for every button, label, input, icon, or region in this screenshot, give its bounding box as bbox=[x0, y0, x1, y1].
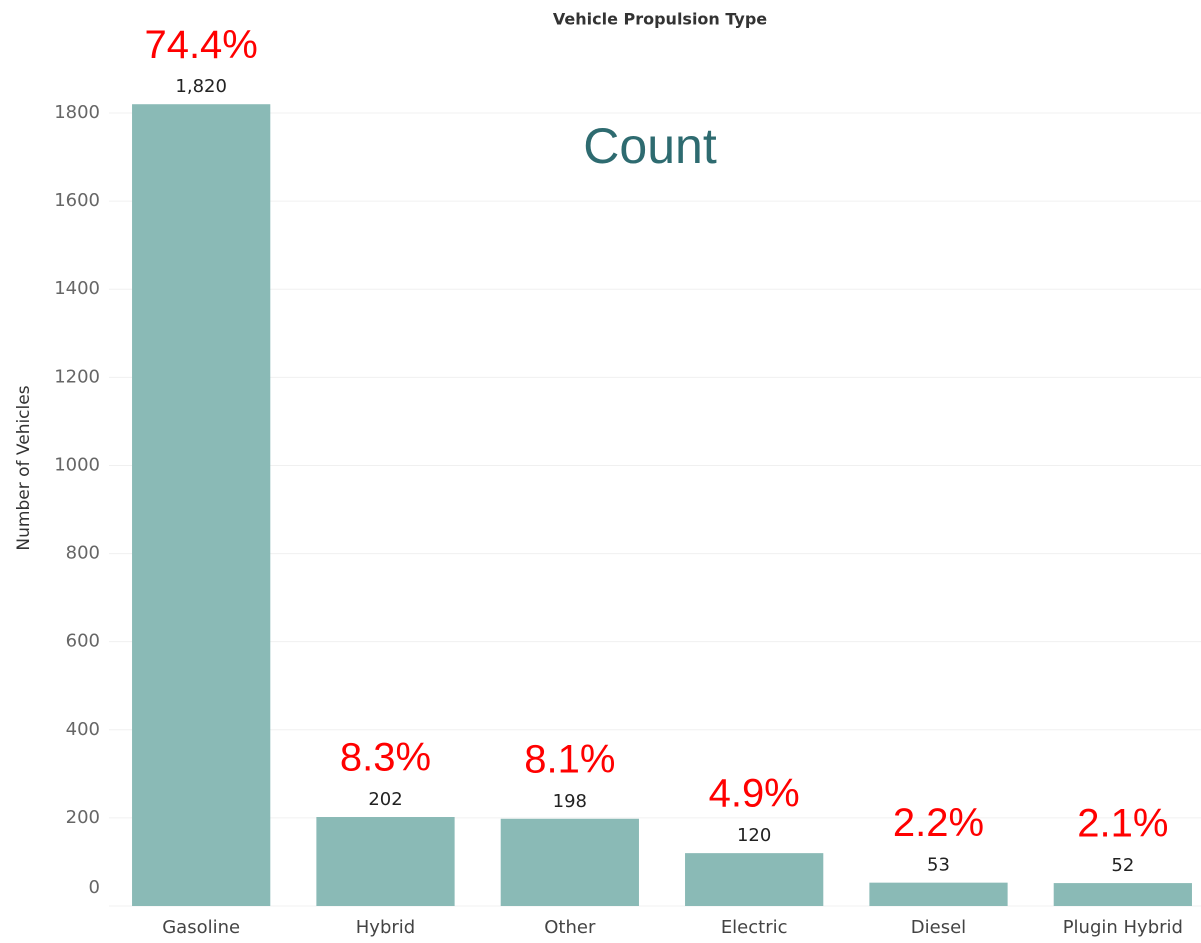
x-tick-label: Electric bbox=[721, 917, 788, 938]
chart-subtitle: Count bbox=[583, 118, 717, 174]
value-label: 52 bbox=[1111, 855, 1134, 876]
y-tick-label: 600 bbox=[66, 631, 100, 652]
percent-annotation: 8.3% bbox=[340, 736, 431, 780]
y-tick-label: 1800 bbox=[54, 102, 100, 123]
value-label: 120 bbox=[737, 825, 771, 846]
y-tick-label: 1400 bbox=[54, 278, 100, 299]
y-tick-label: 200 bbox=[66, 807, 100, 828]
y-axis-label: Number of Vehicles bbox=[14, 385, 34, 550]
y-tick-label: 0 bbox=[89, 877, 100, 898]
percent-annotation: 74.4% bbox=[144, 23, 257, 67]
percent-annotation: 2.1% bbox=[1077, 802, 1168, 846]
bar bbox=[316, 817, 455, 906]
y-tick-label: 800 bbox=[66, 543, 100, 564]
value-label: 202 bbox=[368, 789, 402, 810]
percent-annotation: 4.9% bbox=[709, 772, 800, 816]
chart-title: Vehicle Propulsion Type bbox=[553, 10, 767, 29]
percent-annotation: 2.2% bbox=[893, 801, 984, 845]
x-tick-label: Gasoline bbox=[162, 917, 240, 938]
bar bbox=[132, 104, 271, 907]
value-label: 53 bbox=[927, 855, 950, 876]
x-tick-label: Hybrid bbox=[356, 917, 415, 938]
bar bbox=[1053, 883, 1192, 906]
y-tick-label: 1600 bbox=[54, 190, 100, 211]
bar bbox=[500, 818, 639, 906]
y-tick-label: 1000 bbox=[54, 454, 100, 475]
y-tick-label: 1200 bbox=[54, 366, 100, 387]
x-tick-label: Diesel bbox=[911, 917, 966, 938]
percent-annotation: 8.1% bbox=[524, 737, 615, 781]
value-label: 198 bbox=[553, 791, 587, 812]
y-tick-label: 400 bbox=[66, 719, 100, 740]
x-tick-label: Other bbox=[544, 917, 596, 938]
x-tick-label: Plugin Hybrid bbox=[1063, 917, 1183, 938]
value-label: 1,820 bbox=[175, 76, 227, 97]
bar bbox=[685, 853, 824, 906]
bar bbox=[869, 882, 1008, 906]
